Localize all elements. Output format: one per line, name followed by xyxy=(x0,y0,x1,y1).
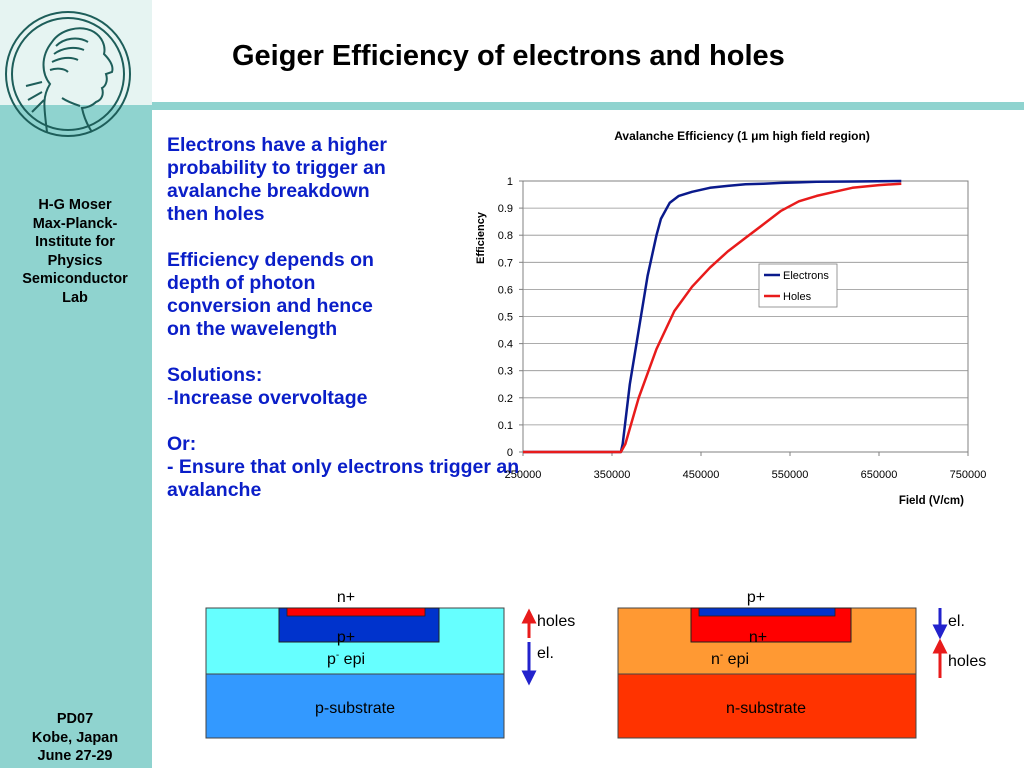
right-carrier-arrows: el. holes xyxy=(932,608,986,678)
left-top-label: n+ xyxy=(337,589,355,606)
author-line: Lab xyxy=(62,289,88,306)
left-contact xyxy=(286,607,426,617)
or-line: - Ensure that only electrons trigger an xyxy=(167,456,520,478)
bullet-line: then holes xyxy=(167,203,265,225)
y-axis-label: Efficiency xyxy=(475,211,487,264)
right-implant-label: n+ xyxy=(749,629,767,646)
or-label: Or: xyxy=(167,433,197,455)
bullet-line: on the wavelength xyxy=(167,318,338,340)
solutions-text: Increase overvoltage xyxy=(173,387,368,409)
author-block: H-G Moser Max-Planck- Institute for Phys… xyxy=(6,196,144,307)
right-substrate xyxy=(617,673,917,739)
y-tick-label: 0 xyxy=(507,447,513,459)
right-substrate-label: n-substrate xyxy=(726,700,806,717)
minerva-logo-icon xyxy=(5,11,131,137)
x-tick-label: 550000 xyxy=(772,469,809,481)
y-tick-label: 0.1 xyxy=(498,420,513,432)
author-line: Physics xyxy=(47,252,103,269)
grid-lines xyxy=(523,207,968,426)
x-tick-label: 450000 xyxy=(683,469,720,481)
x-tick-label: 350000 xyxy=(594,469,631,481)
solutions-label: Solutions: xyxy=(167,364,263,386)
conference-block: PD07 Kobe, Japan June 27-29 xyxy=(6,710,144,766)
left-substrate xyxy=(205,673,505,739)
conference-line: Kobe, Japan xyxy=(31,729,119,746)
left-arrow-up-label: holes xyxy=(537,613,575,630)
author-line: Institute for xyxy=(35,234,115,250)
right-device: p+ n+ n- epi n-substrate xyxy=(617,589,917,739)
left-arrow-down-label: el. xyxy=(537,645,554,662)
left-epi-label: p- epi xyxy=(327,650,365,668)
x-tick-label: 650000 xyxy=(861,469,898,481)
left-carrier-arrows: holes el. xyxy=(521,608,575,686)
slide-title: Geiger Efficiency of electrons and holes xyxy=(232,40,785,72)
solutions-item: -Increase overvoltage xyxy=(167,387,597,410)
y-tick-label: 0.4 xyxy=(498,339,513,351)
y-tick-labels: 0 0.1 0.2 0.3 0.4 0.5 0.6 0.7 0.8 0.9 1 xyxy=(498,176,523,459)
y-tick-label: 0.5 xyxy=(498,312,513,324)
x-axis-label: Field (V/cm) xyxy=(899,495,964,507)
y-tick-label: 0.8 xyxy=(498,230,513,242)
x-tick-label: 250000 xyxy=(505,469,542,481)
avalanche-efficiency-chart: Avalanche Efficiency (1 μm high field re… xyxy=(475,129,987,507)
x-tick-labels: 250000 350000 450000 550000 650000 750000 xyxy=(505,452,987,481)
device-cross-sections: n+ p+ p- epi p-substrate holes el. p+ n+… xyxy=(205,589,986,739)
chart-legend: Electrons Holes xyxy=(758,263,838,308)
bullet-line: conversion and hence xyxy=(167,295,373,317)
series-line-holes xyxy=(523,182,902,454)
conference-line: PD07 xyxy=(56,711,94,727)
conference-line: June 27-29 xyxy=(37,748,113,764)
y-tick-label: 0.6 xyxy=(498,284,513,296)
dash: - xyxy=(167,387,174,409)
y-tick-label: 1 xyxy=(507,176,513,188)
bullet-line: depth of photon xyxy=(167,272,316,294)
bullet-line: probability to trigger an xyxy=(167,157,386,179)
legend-label-holes: Holes xyxy=(783,291,812,303)
sidebar xyxy=(0,0,152,768)
bullet-line: Efficiency depends on xyxy=(167,249,374,271)
author-line: H-G Moser xyxy=(38,197,112,213)
y-tick-label: 0.9 xyxy=(498,203,513,215)
right-top-label: p+ xyxy=(747,589,765,606)
bullet-line: Electrons have a higher xyxy=(167,134,387,156)
y-tick-label: 0.3 xyxy=(498,366,513,378)
legend-label-electrons: Electrons xyxy=(783,270,829,282)
left-substrate-label: p-substrate xyxy=(315,700,395,717)
right-arrow-down-label: el. xyxy=(948,613,965,630)
series-lines xyxy=(523,179,902,454)
bullet-text: Electrons have a higher probability to t… xyxy=(167,134,597,502)
x-tick-label: 750000 xyxy=(950,469,987,481)
right-arrow-up-label: holes xyxy=(948,653,986,670)
chart-title: Avalanche Efficiency (1 μm high field re… xyxy=(614,129,870,143)
title-divider xyxy=(152,102,1024,110)
or-line: avalanche xyxy=(167,479,262,501)
y-tick-label: 0.2 xyxy=(498,393,513,405)
series-line-electrons xyxy=(523,179,902,454)
right-contact xyxy=(698,607,836,617)
author-line: Max-Planck- xyxy=(32,215,118,232)
author-line: Semiconductor xyxy=(22,271,128,287)
right-epi-label: n- epi xyxy=(711,650,749,668)
bullet-line: avalanche breakdown xyxy=(167,180,370,202)
left-device: n+ p+ p- epi p-substrate xyxy=(205,589,505,739)
left-implant-label: p+ xyxy=(337,629,355,646)
y-tick-label: 0.7 xyxy=(498,257,513,269)
